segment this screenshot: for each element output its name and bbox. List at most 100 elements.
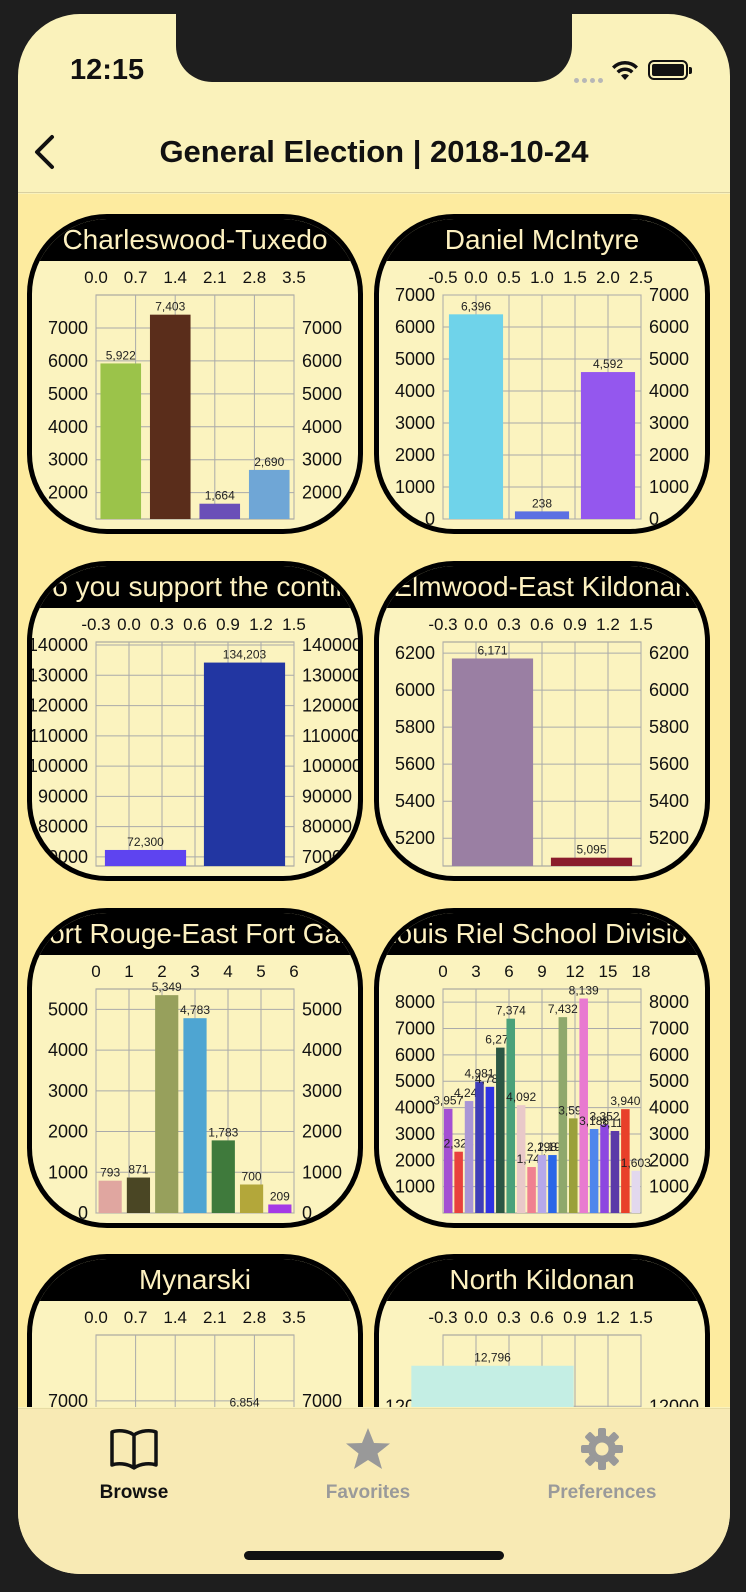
y-tick-label-right: 5000 bbox=[649, 1071, 689, 1091]
y-tick-label-left: 7000 bbox=[395, 285, 435, 305]
y-tick-label-left: 5800 bbox=[395, 717, 435, 737]
bar bbox=[239, 1184, 264, 1213]
district-card[interactable]: 0 1 2 3 4 5 6 0 0 1000 1000 2000 2000 3000 3000 4000 400… bbox=[27, 908, 363, 1228]
y-tick-label-right: 120000 bbox=[302, 696, 358, 716]
bar bbox=[104, 849, 187, 866]
bar bbox=[568, 1118, 578, 1213]
tab-bar: Browse Favorites bbox=[18, 1408, 730, 1574]
x-tick-label: 15 bbox=[599, 962, 618, 981]
y-tick-label-left: 3000 bbox=[48, 450, 88, 470]
y-tick-label-right: 3000 bbox=[649, 1124, 689, 1144]
district-card[interactable]: -0.3 0.0 0.3 0.6 0.9 1.2 1.5 5200 5200 5400 5400 56… bbox=[374, 561, 710, 881]
bar bbox=[558, 1017, 568, 1213]
y-tick-label-left: 2000 bbox=[48, 483, 88, 503]
y-tick-label-right: 3000 bbox=[649, 413, 689, 433]
tab-browse-label: Browse bbox=[99, 1482, 169, 1503]
bar-value-label: 5,349 bbox=[152, 980, 182, 994]
bar bbox=[600, 1124, 609, 1213]
x-tick-label: 0.0 bbox=[464, 1308, 488, 1327]
y-tick-label-left: 6000 bbox=[395, 1045, 435, 1065]
x-tick-label: 0.0 bbox=[84, 1308, 108, 1327]
y-tick-label-left: 5000 bbox=[395, 1071, 435, 1091]
back-button[interactable] bbox=[32, 134, 58, 170]
y-tick-label-right: 140000 bbox=[302, 635, 358, 655]
bar bbox=[527, 1167, 536, 1213]
y-tick-label-right: 3000 bbox=[302, 1081, 342, 1101]
notch bbox=[176, 14, 572, 82]
bar bbox=[183, 1018, 207, 1213]
x-tick-label: 3 bbox=[190, 962, 199, 981]
y-tick-label-right: 4000 bbox=[649, 1098, 689, 1118]
x-tick-label: 1.4 bbox=[163, 268, 187, 287]
x-tick-label: 1.0 bbox=[530, 268, 554, 287]
tab-preferences[interactable]: Preferences bbox=[502, 1427, 702, 1504]
bar-chart: 0.0 0.7 1.4 2.1 2.8 3.5 2000 2000 3000 3000 4000 40… bbox=[48, 268, 342, 520]
bar-value-label: 5,095 bbox=[576, 843, 606, 857]
tab-browse[interactable]: Browse bbox=[34, 1427, 234, 1504]
x-tick-label: 1.5 bbox=[282, 615, 306, 634]
y-tick-label-right: 130000 bbox=[302, 665, 358, 685]
y-tick-label-left: 1000 bbox=[395, 1177, 435, 1197]
x-tick-label: 2.0 bbox=[596, 268, 620, 287]
y-tick-label-right: 12000 bbox=[649, 1396, 699, 1407]
district-card[interactable]: 0 3 6 9 12 15 18 1000 1000 2000 2000 3000 3000 4000 40… bbox=[374, 908, 710, 1228]
district-card[interactable]: 0.0 0.7 1.4 2.1 2.8 3.5 2000 2000 3000 3000 4000 40… bbox=[27, 214, 363, 534]
x-tick-label: 1.2 bbox=[596, 615, 620, 634]
district-title: Louis Riel School Division bbox=[379, 913, 705, 955]
y-tick-label-right: 1000 bbox=[649, 1177, 689, 1197]
x-tick-label: 1 bbox=[124, 962, 133, 981]
y-tick-label-right: 110000 bbox=[302, 726, 358, 746]
y-tick-label-left: 4000 bbox=[395, 1098, 435, 1118]
x-tick-label: 0.0 bbox=[464, 268, 488, 287]
plot-area bbox=[95, 1334, 295, 1407]
bar-value-label: 2,690 bbox=[254, 455, 284, 469]
district-title: Daniel McIntyre bbox=[379, 219, 705, 261]
bar-value-label: 1,664 bbox=[205, 489, 235, 503]
x-tick-label: 6 bbox=[504, 962, 513, 981]
x-tick-label: 0.7 bbox=[124, 268, 148, 287]
bar bbox=[268, 1204, 292, 1213]
bar bbox=[506, 1018, 516, 1213]
district-card[interactable]: 0.00.71.42.12.83.55000500060006000700070… bbox=[27, 1254, 363, 1407]
y-tick-label-right: 4000 bbox=[302, 1040, 342, 1060]
x-tick-label: 0.3 bbox=[497, 615, 521, 634]
x-tick-label: 1.5 bbox=[629, 615, 653, 634]
district-title: Charleswood-Tuxedo bbox=[32, 219, 358, 261]
y-tick-label-right: 5600 bbox=[649, 754, 689, 774]
bar-chart: -0.3 0.0 0.3 0.6 0.9 1.2 1.5 70000 70000 80000 800… bbox=[32, 615, 358, 867]
bar-value-label: 3,188 bbox=[579, 1114, 609, 1128]
bar-value-label: 3,940 bbox=[610, 1094, 640, 1108]
bar-value-label: 7,374 bbox=[496, 1004, 526, 1018]
district-title: North Kildonan bbox=[379, 1259, 705, 1301]
district-card[interactable]: -0.30.00.30.60.91.21.5100001000012000120… bbox=[374, 1254, 710, 1407]
y-tick-label-left: 4000 bbox=[395, 381, 435, 401]
y-tick-label-right: 2000 bbox=[302, 483, 342, 503]
y-tick-label-right: 6200 bbox=[649, 643, 689, 663]
district-card[interactable]: -0.3 0.0 0.3 0.6 0.9 1.2 1.5 70000 70000 80000 800… bbox=[27, 561, 363, 881]
tab-favorites[interactable]: Favorites bbox=[268, 1427, 468, 1504]
book-icon bbox=[110, 1429, 158, 1470]
bar-value-label: 209 bbox=[270, 1189, 290, 1203]
x-tick-label: 5 bbox=[256, 962, 265, 981]
bar-value-label: 3,957 bbox=[433, 1094, 463, 1108]
y-tick-label-right: 7000 bbox=[649, 285, 689, 305]
x-tick-label: 0 bbox=[438, 962, 447, 981]
y-tick-label-left: 12000 bbox=[385, 1396, 435, 1407]
bar bbox=[155, 995, 179, 1213]
x-tick-label: 0.0 bbox=[84, 268, 108, 287]
x-tick-label: 2.8 bbox=[243, 268, 267, 287]
x-tick-label: 0.9 bbox=[563, 615, 587, 634]
district-card[interactable]: -0.5 0.0 0.5 1.0 1.5 2.0 2.5 0 0 1000 1000 2000 2000… bbox=[374, 214, 710, 534]
y-tick-label-right: 2000 bbox=[649, 445, 689, 465]
y-tick-label-left: 5600 bbox=[395, 754, 435, 774]
tab-favorites-label: Favorites bbox=[325, 1482, 411, 1503]
y-tick-label-left: 6000 bbox=[395, 680, 435, 700]
y-tick-label-right: 7000 bbox=[302, 318, 342, 338]
x-tick-label: 2 bbox=[157, 962, 166, 981]
x-tick-label: 18 bbox=[632, 962, 651, 981]
y-tick-label-right: 100000 bbox=[302, 756, 358, 776]
y-tick-label-left: 2000 bbox=[395, 1150, 435, 1170]
bar bbox=[211, 1140, 235, 1213]
bar-chart: 0.00.71.42.12.83.55000500060006000700070… bbox=[48, 1308, 342, 1407]
x-tick-label: 1.2 bbox=[249, 615, 273, 634]
